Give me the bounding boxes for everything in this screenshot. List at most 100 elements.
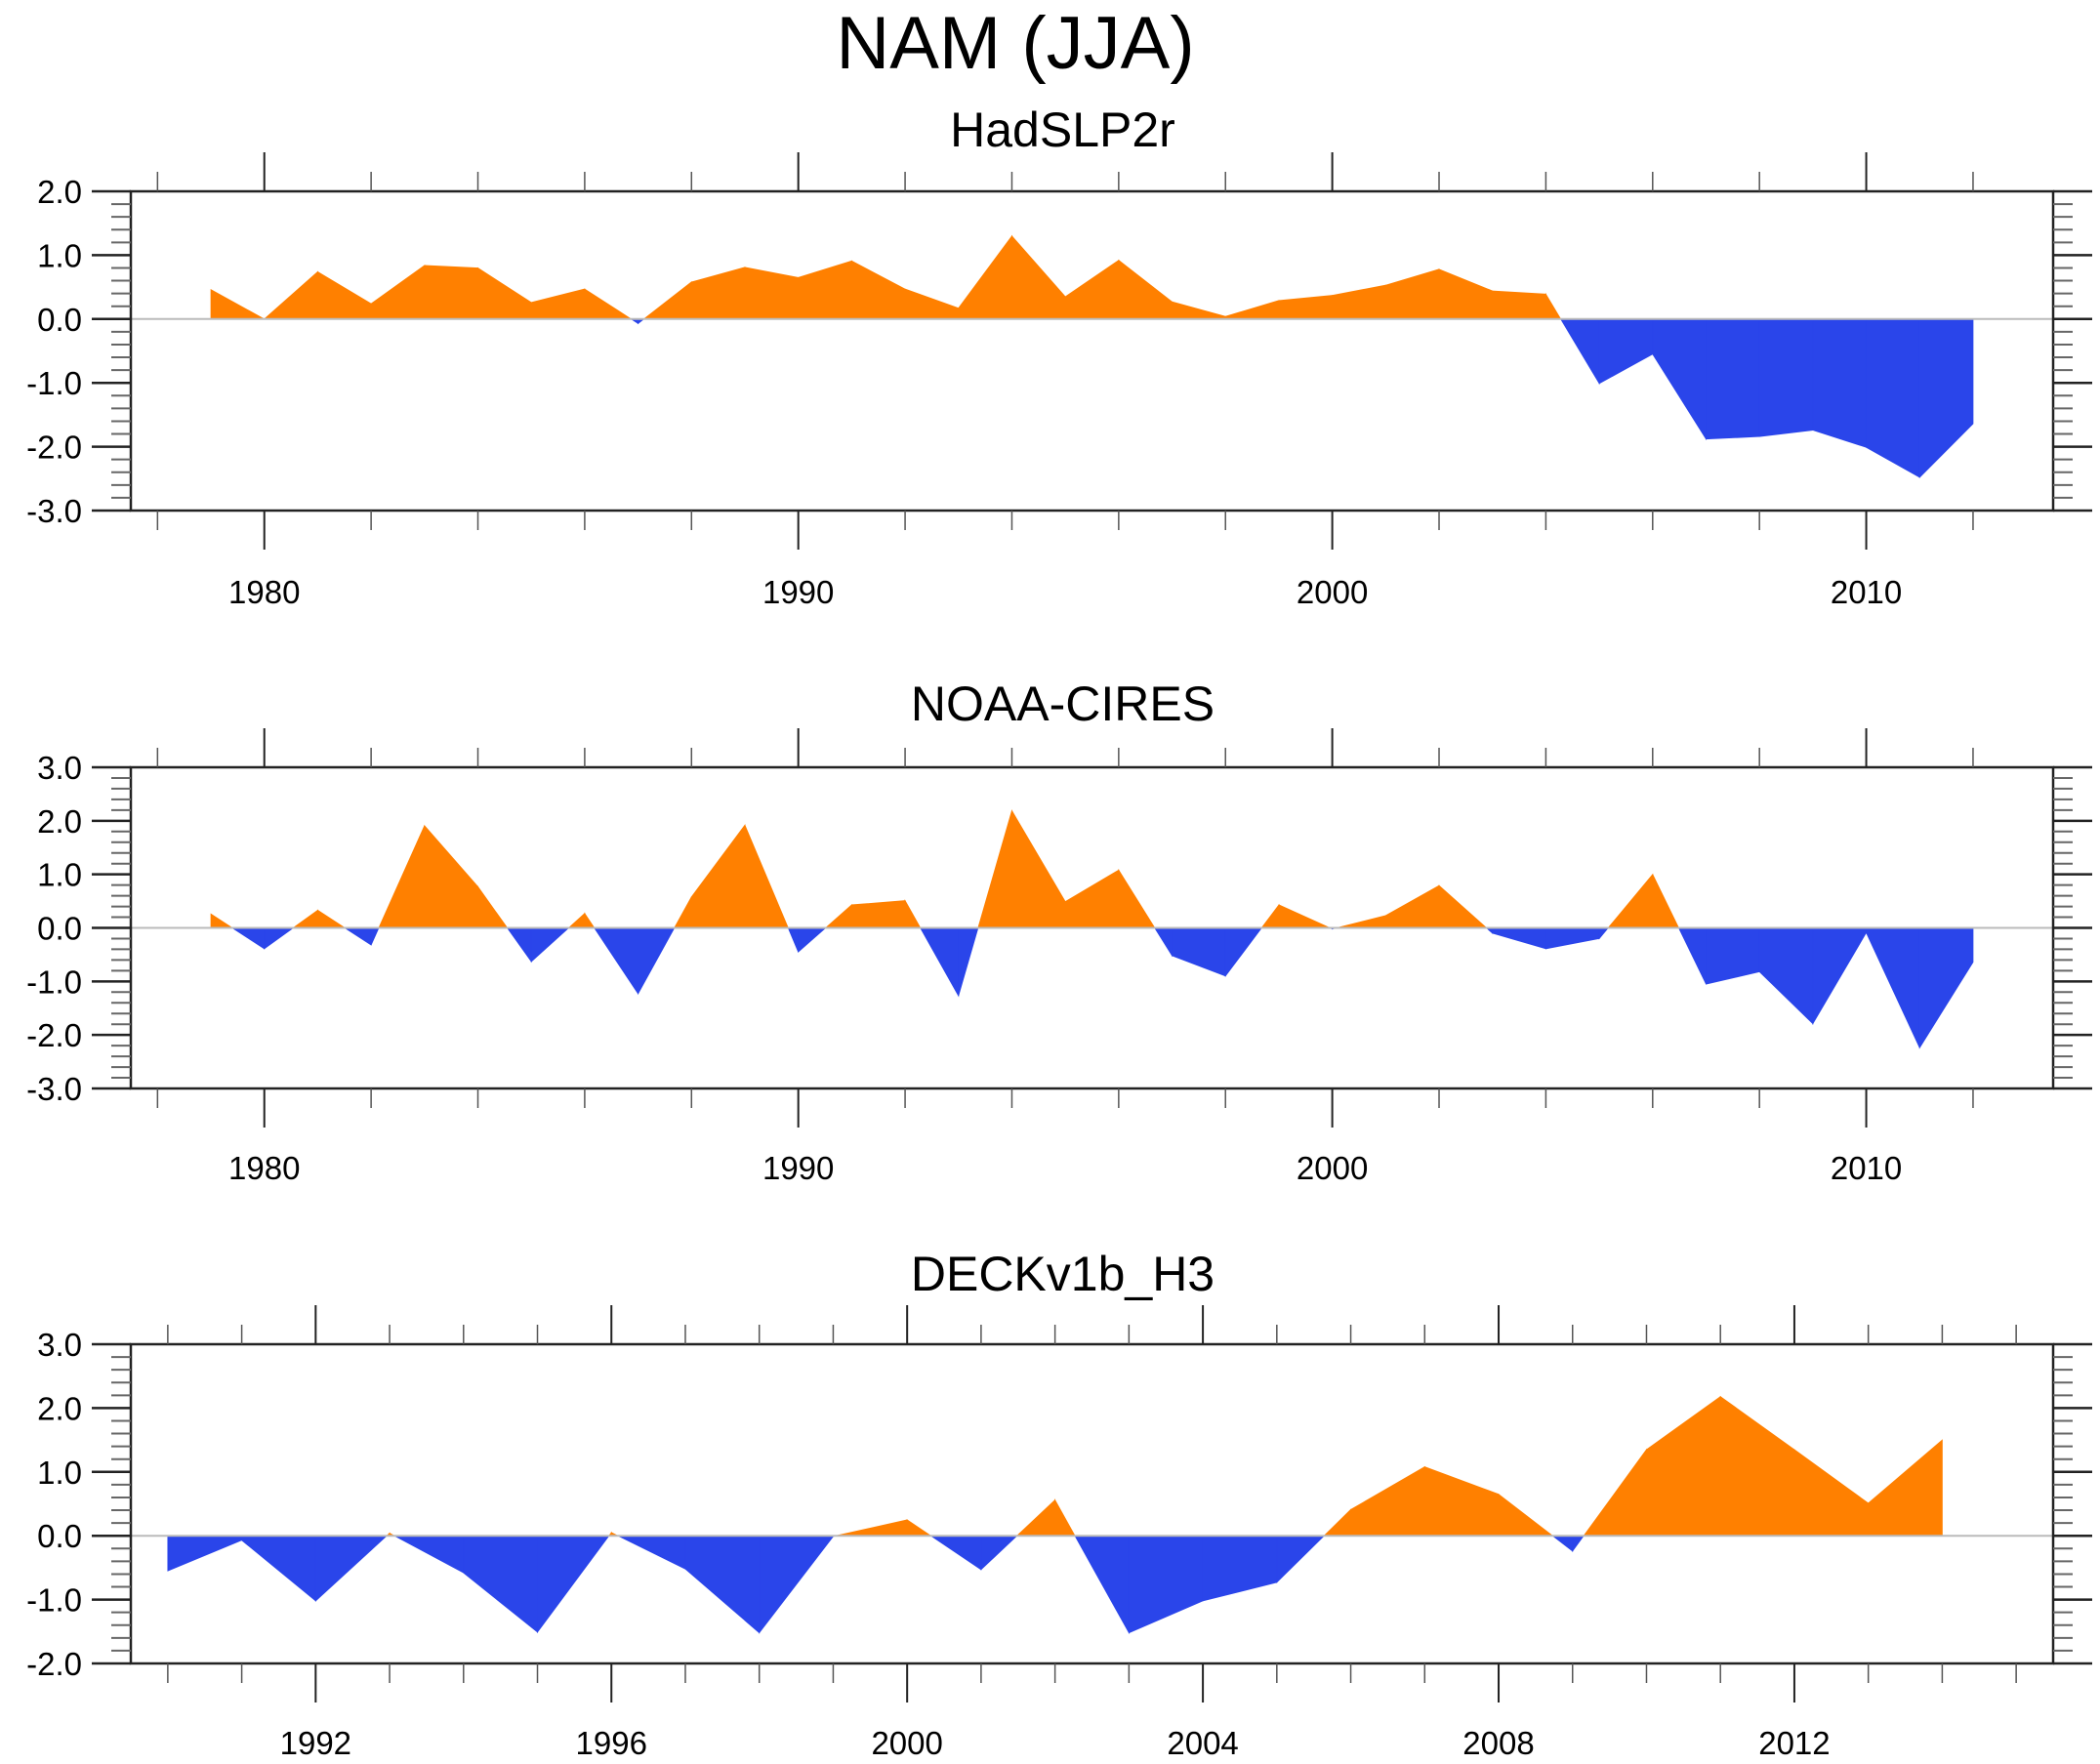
y-tick-label: -1.0	[26, 1582, 82, 1619]
negative-area	[343, 927, 372, 946]
negative-area	[1598, 927, 1610, 940]
x-tick-label: 2012	[1758, 1725, 1830, 1761]
positive-area	[1384, 884, 1440, 928]
negative-area	[393, 1535, 465, 1574]
x-tick-label: 1980	[228, 1150, 300, 1186]
plot-frame	[129, 189, 2055, 513]
negative-area	[1812, 318, 1867, 448]
positive-area	[744, 267, 800, 320]
negative-area	[167, 1535, 243, 1572]
positive-area	[1118, 868, 1156, 928]
y-tick-label: -3.0	[26, 493, 82, 529]
negative-area	[241, 1535, 316, 1602]
positive-area	[977, 810, 1012, 928]
negative-area	[314, 1535, 389, 1602]
y-tick-label: 1.0	[37, 857, 82, 893]
positive-area	[1384, 268, 1440, 320]
x-tick-label: 1990	[762, 1150, 834, 1186]
positive-area	[690, 267, 746, 320]
negative-area	[920, 927, 960, 998]
x-tick-label: 2008	[1462, 1725, 1534, 1761]
negative-area	[798, 927, 827, 954]
negative-area	[1074, 1535, 1130, 1635]
positive-area	[1793, 1449, 1870, 1537]
positive-area	[1015, 1498, 1056, 1537]
positive-area	[744, 825, 789, 928]
negative-area	[929, 1535, 982, 1571]
positive-area	[1438, 884, 1488, 928]
figure-title: NAM (JJA)	[836, 2, 1195, 85]
positive-area	[477, 885, 509, 928]
plot-frame	[129, 1342, 2055, 1665]
positive-area	[530, 288, 586, 320]
negative-area	[594, 927, 638, 996]
positive-area	[1607, 873, 1654, 928]
positive-area	[1064, 869, 1120, 928]
positive-area	[904, 288, 960, 320]
positive-area	[850, 900, 906, 928]
y-tick-label: 1.0	[37, 1455, 82, 1491]
positive-area	[1583, 1448, 1647, 1537]
panel-1: HadSLP2r 2.0 1.0 0.0 -1.0 -2.0 -3.0 1980 1990 200…	[26, 103, 2092, 610]
negative-area	[684, 1535, 761, 1634]
negative-area	[787, 927, 800, 953]
negative-area	[1866, 318, 1920, 478]
positive-area	[1350, 1465, 1425, 1537]
positive-area	[424, 265, 478, 320]
y-tick-label: 2.0	[37, 803, 82, 840]
negative-area	[1551, 1535, 1574, 1552]
negative-area	[1758, 927, 1814, 1025]
y-tick-label: -1.0	[26, 964, 82, 1000]
positive-area	[424, 824, 478, 928]
negative-area	[1677, 927, 1707, 985]
negative-area	[1652, 318, 1707, 441]
positive-area	[263, 270, 318, 320]
positive-area	[836, 1519, 908, 1537]
y-tick-label: 2.0	[37, 174, 82, 210]
negative-area	[1918, 318, 1974, 478]
positive-area	[850, 260, 906, 320]
positive-area	[370, 265, 426, 320]
negative-area	[617, 1535, 686, 1570]
negative-area	[1545, 927, 1600, 950]
panel-3: DECKv1b_H3 3.0 2.0 1.0 0.0 -1.0 -2.0 1992 1996 20…	[26, 1247, 2092, 1761]
positive-area	[1498, 1493, 1554, 1537]
positive-area	[904, 899, 922, 928]
negative-area	[1224, 927, 1263, 978]
positive-area	[477, 267, 532, 320]
negative-area	[1128, 1535, 1204, 1634]
y-tick-label: 0.0	[37, 1518, 82, 1554]
negative-area	[958, 927, 979, 997]
positive-area	[1492, 290, 1546, 320]
panel-title: DECKv1b_H3	[911, 1247, 1215, 1301]
positive-area	[1118, 259, 1173, 320]
negative-area	[530, 927, 570, 963]
positive-area	[584, 288, 633, 320]
positive-area	[378, 825, 426, 928]
positive-area	[1278, 295, 1334, 320]
negative-area	[1812, 927, 1867, 1026]
negative-area	[1598, 318, 1654, 385]
positive-area	[1868, 1439, 1943, 1537]
positive-area	[1054, 1498, 1076, 1537]
y-tick-label: -1.0	[26, 365, 82, 401]
negative-area	[759, 1535, 834, 1634]
x-tick-label: 1992	[280, 1725, 351, 1761]
positive-area	[1438, 268, 1494, 320]
panel-title: HadSLP2r	[950, 103, 1175, 157]
y-tick-label: 0.0	[37, 911, 82, 947]
negative-area	[1706, 927, 1760, 985]
positive-area	[292, 909, 318, 928]
panel-title: NOAA-CIRES	[911, 677, 1215, 731]
y-tick-label: 3.0	[37, 1327, 82, 1363]
negative-area	[1492, 927, 1546, 950]
positive-area	[567, 912, 586, 928]
positive-area	[674, 896, 692, 928]
positive-area	[1260, 903, 1280, 928]
positive-area	[1332, 284, 1386, 320]
negative-area	[1559, 318, 1600, 386]
positive-area	[1646, 1395, 1721, 1537]
negative-area	[1172, 927, 1226, 977]
x-tick-label: 2010	[1831, 574, 1902, 610]
